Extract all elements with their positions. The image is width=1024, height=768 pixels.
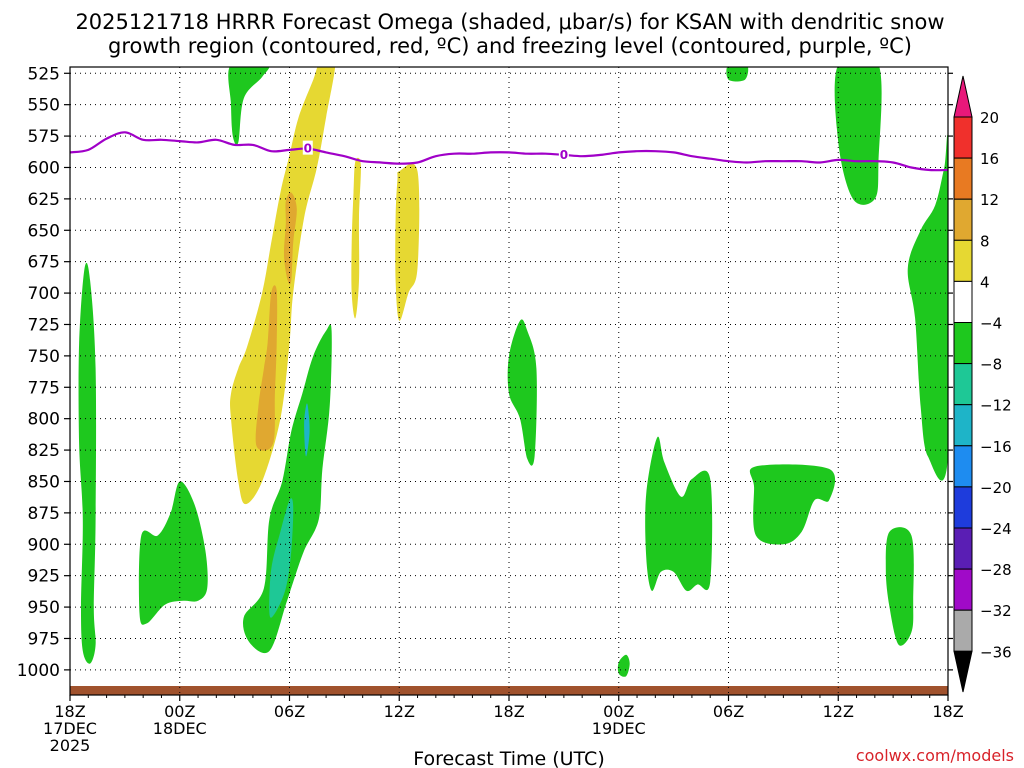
freezing-level-line [69,131,949,172]
x-tick-label-6-1: 18DEC [153,719,207,738]
chart-title-line-1: 2025121718 HRRR Forecast Omega (shaded, … [75,10,944,34]
omega-region-6 [242,324,332,654]
x-tick-label-30-1: 19DEC [592,719,646,738]
freezing-level-label-0: 0 [304,142,312,156]
colorbar-label-12: −32 [980,602,1012,620]
colorbar-segment-m8_m4 [953,322,973,365]
y-tick-label-1000: 1000 [17,661,60,681]
omega-region-14 [617,654,630,677]
colorbar-top-arrow [953,75,973,118]
y-tick-label-950: 950 [28,598,60,618]
colorbar-bottom-arrow [953,650,973,693]
y-tick-label-875: 875 [28,504,60,524]
colorbar-label-1: 16 [980,150,999,168]
omega-region-13 [749,464,836,545]
y-tick-label-800: 800 [28,410,60,430]
colorbar-label-13: −36 [980,643,1012,661]
colorbar-segment-12_16 [953,157,973,200]
x-tick-label-6-0: 00Z [164,702,195,721]
omega-region-7 [269,498,294,618]
x-tick-label-0-2: 2025 [50,736,91,755]
colorbar-segment-8_12 [953,198,973,241]
colorbar-label-10: −24 [980,520,1012,538]
y-tick-label-600: 600 [28,158,60,178]
colorbar-segment-m4_4 [953,280,973,323]
colorbar-segment-4_8 [953,239,973,282]
freezing-label-bg-0 [302,140,313,155]
x-axis-title: Forecast Time (UTC) [413,748,604,768]
y-tick-label-650: 650 [28,221,60,241]
colorbar-label-4: 4 [980,273,990,291]
x-tick-label-36-0: 06Z [713,702,744,721]
omega-region-8 [304,403,310,457]
omega-region-11 [507,319,537,466]
omega-region-15 [726,67,749,82]
y-tick-label-750: 750 [28,347,60,367]
colorbar-segment-m32_m28 [953,568,973,611]
y-axis: 525 550 575 600 625 650 675 700 725 750 775 800 825 8… [17,64,953,681]
colorbar-label-5: −4 [980,315,1002,333]
omega-region-3 [255,285,278,451]
colorbar-segment-m24_m20 [953,486,973,529]
y-tick-label-775: 775 [28,378,60,398]
omega-region-12 [645,436,713,592]
omega-region-17 [907,135,948,481]
y-tick-label-850: 850 [28,472,60,492]
omega-region-4 [351,157,361,319]
omega-region-10 [138,481,208,625]
terrain-band [70,686,948,695]
omega-region-5 [395,163,420,321]
y-tick-label-700: 700 [28,284,60,304]
colorbar-label-8: −16 [980,438,1012,456]
y-tick-label-625: 625 [28,190,60,210]
freezing-label-bg-1 [558,146,569,161]
colorbar-label-9: −20 [980,479,1012,497]
x-tick-label-42-0: 12Z [823,702,854,721]
colorbar-label-2: 12 [980,191,999,209]
watermark: coolwx.com/models [856,746,1014,765]
y-tick-label-550: 550 [28,96,60,116]
colorbar-segment-m12_m8 [953,363,973,406]
x-tick-label-12-0: 06Z [274,702,305,721]
y-tick-label-675: 675 [28,253,60,273]
omega-region-2 [283,192,297,285]
colorbar-segment-m28_m24 [953,527,973,570]
y-tick-label-525: 525 [28,64,60,84]
y-tick-label-825: 825 [28,441,60,461]
omega-region-9 [78,262,97,664]
y-tick-label-575: 575 [28,127,60,147]
x-tick-label-0-1: 17DEC [43,719,97,738]
omega-shaded-regions [78,67,948,677]
y-tick-label-725: 725 [28,315,60,335]
colorbar-label-3: 8 [980,232,990,250]
colorbar-segment-m36_m32 [953,609,973,652]
freezing-level-label-1: 0 [560,148,568,162]
colorbar-label-11: −28 [980,561,1012,579]
omega-region-0 [228,67,270,145]
omega-region-1 [230,67,336,505]
x-tick-label-30-0: 00Z [603,702,634,721]
y-tick-label-975: 975 [28,629,60,649]
y-tick-label-925: 925 [28,567,60,587]
colorbar-segment-m16_m12 [953,404,973,447]
y-tick-label-900: 900 [28,535,60,555]
omega-region-16 [834,67,882,205]
x-tick-label-18-0: 12Z [384,702,415,721]
terrain-ground-band [70,686,948,695]
omega-region-18 [885,527,914,646]
colorbar-segment-16_20 [953,116,973,159]
colorbar-label-0: 20 [980,109,999,127]
x-tick-label-48-0: 18Z [932,702,963,721]
omega-colorbar: 20 16 12 8 4 −4 −8 −12 −16 −20 −24 −28 −32 −36 [953,75,1012,693]
x-tick-label-24-0: 18Z [493,702,524,721]
colorbar-label-6: −8 [980,356,1002,374]
x-tick-label-0-0: 18Z [54,702,85,721]
chart-title-line-2: growth region (contoured, red, ºC) and f… [108,34,912,58]
colorbar-label-7: −12 [980,397,1012,415]
colorbar-segment-m20_m16 [953,445,973,488]
